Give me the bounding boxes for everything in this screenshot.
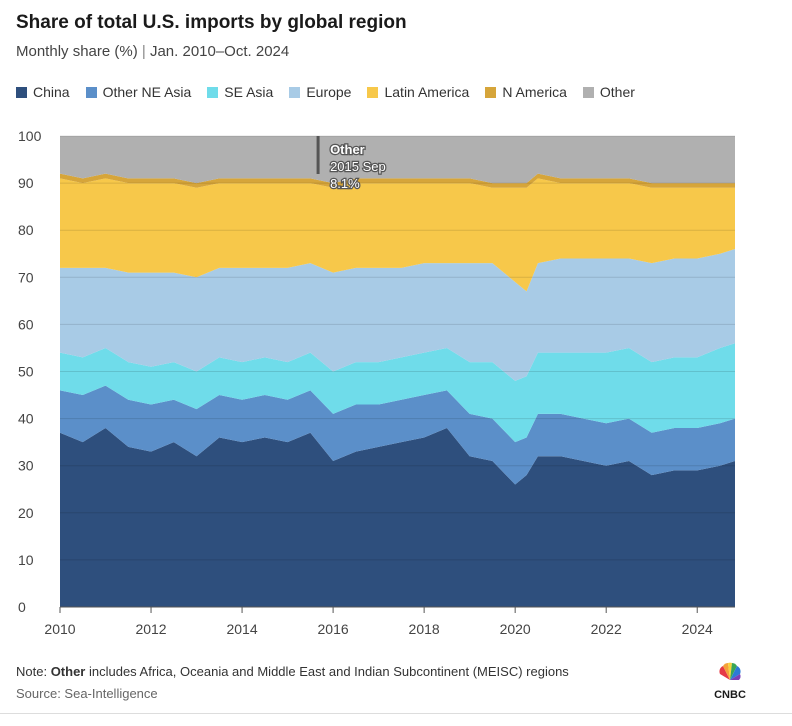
chart-source: Source: Sea-Intelligence [16,686,158,701]
bottom-divider [0,713,792,714]
legend-item-latin-america: Latin America [367,84,469,100]
legend-label-latin-america: Latin America [384,84,470,100]
x-tick-label-2012: 2012 [135,621,166,637]
note-prefix: Note: [16,664,51,679]
y-tick-label-0: 0 [18,599,26,615]
legend-label-china: China [33,84,70,100]
x-tick-label-2018: 2018 [409,621,440,637]
legend-item-europe: Europe [289,84,351,100]
x-tick-label-2024: 2024 [682,621,713,637]
stacked-area-chart: 0 10 20 30 40 50 60 70 80 90 100 2010 2012 2014 2016 20… [18,128,735,637]
chart-title: Share of total U.S. imports by global re… [16,12,407,33]
legend-swatch-china [16,86,27,98]
y-tick-label-100: 100 [18,128,42,144]
y-tick-label-20: 20 [18,505,34,521]
x-tick-label-2016: 2016 [318,621,349,637]
annotation-date: 2015 Sep [330,159,386,174]
legend-swatch-europe [289,86,301,98]
legend-swatch-latin-america [367,86,379,98]
legend-label-n-america: N America [502,84,567,100]
y-tick-label-60: 60 [18,316,34,332]
area-series-europe [60,249,735,381]
y-tick-label-80: 80 [18,222,34,238]
y-tick-label-10: 10 [18,552,34,568]
note-bold-term: Other [50,664,86,679]
x-tick-label-2014: 2014 [226,621,257,637]
legend-item-other: Other [582,84,635,100]
legend-item-se-asia: SE Asia [207,84,273,100]
area-series-other-ne-asia [60,385,735,485]
legend-label-other-ne-asia: Other NE Asia [102,84,192,100]
legend-label-se-asia: SE Asia [224,84,274,100]
legend-label-europe: Europe [306,84,352,100]
area-series-n-america [60,173,735,188]
area-series-latin-america [60,178,735,292]
y-tick-label-90: 90 [18,175,34,191]
y-tick-label-30: 30 [18,458,34,474]
x-tick-label-2010: 2010 [44,621,75,637]
cnbc-logo: CNBC [714,662,746,701]
annotation-series: Other [330,142,365,157]
subtitle-separator: | [137,43,150,60]
chart-note: Note: Other includes Africa, Oceania and… [16,664,569,679]
legend-swatch-other-ne-asia [85,86,97,98]
chart-subtitle: Monthly share (%) | Jan. 2010–Oct. 2024 [16,43,289,60]
legend-swatch-n-america [485,86,497,98]
legend-item-china: China [16,84,70,100]
legend-swatch-se-asia [207,86,219,98]
area-series-other [60,136,735,184]
x-tick-label-2020: 2020 [500,621,531,637]
y-tick-label-70: 70 [18,269,34,285]
annotation-value: 8.1% [330,176,360,191]
logo-text: CNBC [714,689,746,701]
y-tick-label-50: 50 [18,364,34,380]
area-series-china [60,428,735,607]
legend-swatch-other [582,86,594,98]
x-tick-label-2022: 2022 [591,621,622,637]
peacock-icon [719,662,741,680]
legend-label-other: Other [599,84,635,100]
chart-legend: China Other NE Asia SE Asia Europe Latin… [16,84,651,100]
area-series-se-asia [60,343,735,443]
legend-item-other-ne-asia: Other NE Asia [85,84,192,100]
subtitle-range: Jan. 2010–Oct. 2024 [149,43,290,60]
note-text: includes Africa, Oceania and Middle East… [85,664,569,679]
y-tick-label-40: 40 [18,411,34,427]
legend-item-n-america: N America [485,84,567,100]
subtitle-main: Monthly share (%) [16,43,138,60]
